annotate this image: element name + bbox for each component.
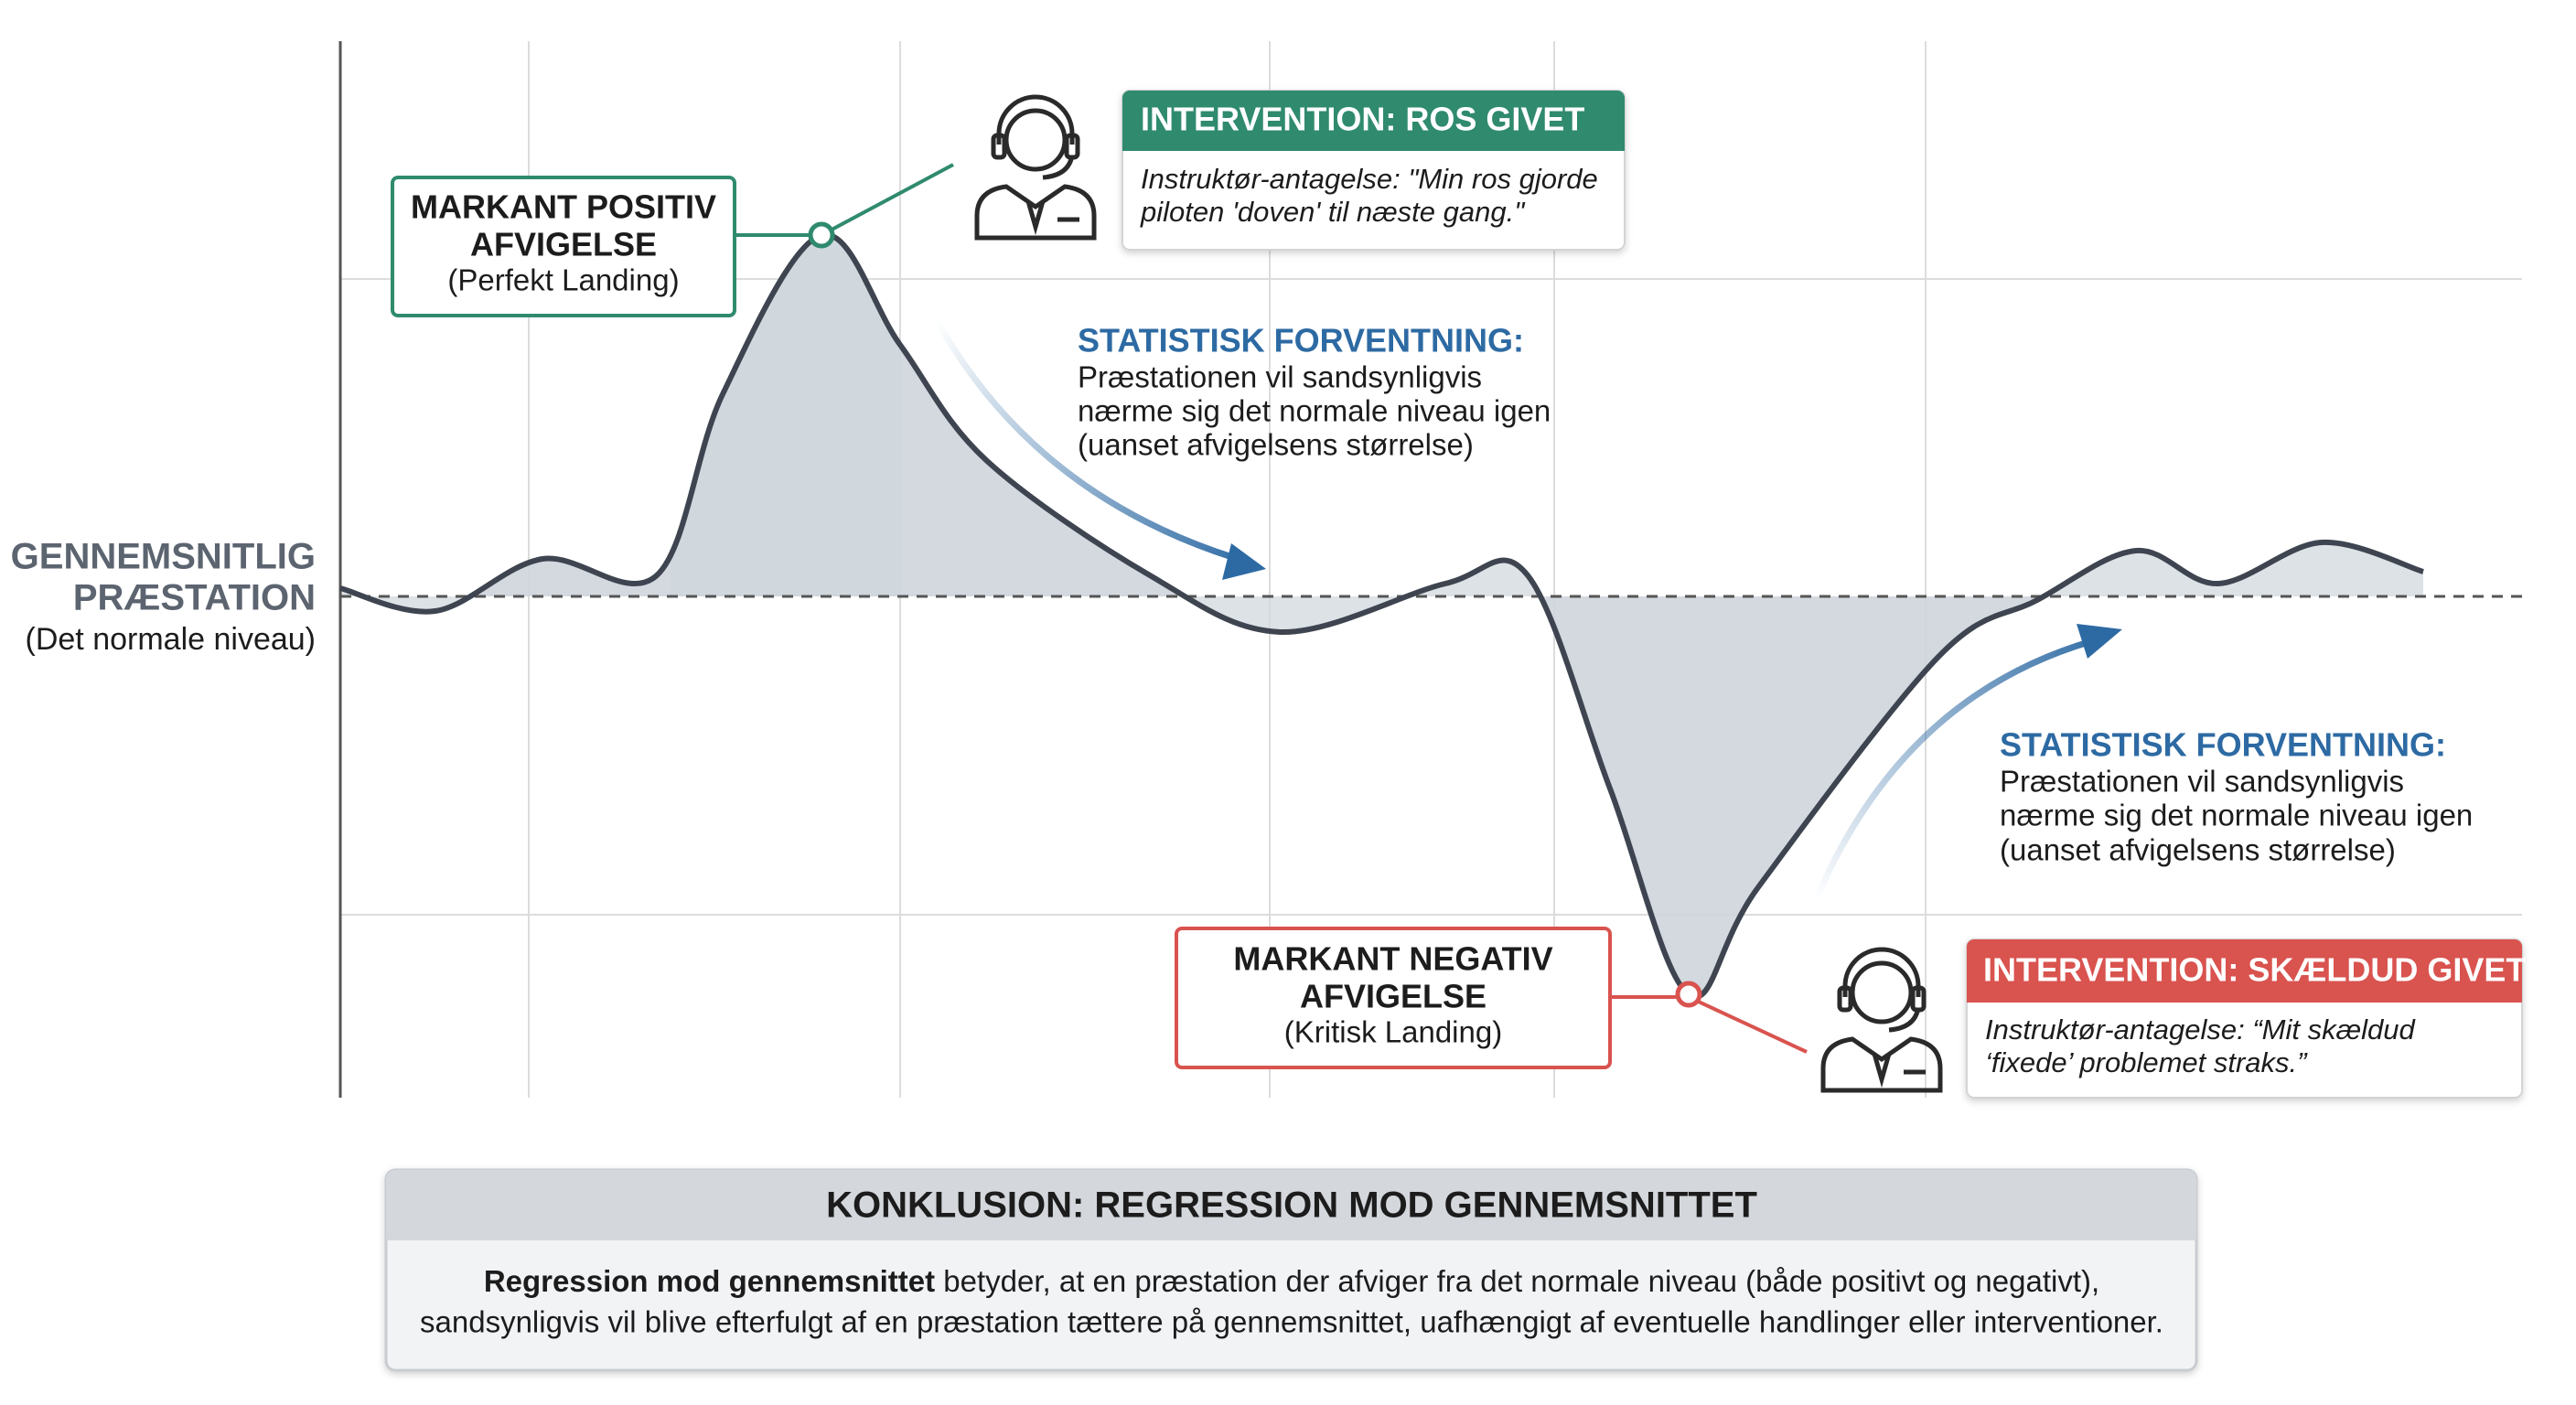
positive-box [391, 176, 736, 317]
intervention-text: Instruktør-antagelse: "Min ros gjorde [1141, 163, 1598, 195]
expectation-title: STATISTISK FORVENTNING: [2000, 726, 2446, 764]
arrow-head [1222, 543, 1266, 580]
conclusion-header [386, 1170, 2196, 1240]
box-note: (Perfekt Landing) [447, 263, 679, 297]
expectation-title: STATISTISK FORVENTNING: [1078, 322, 1524, 359]
intervention-header [1122, 91, 1625, 151]
box-note: (Kritisk Landing) [1284, 1015, 1502, 1049]
instructor-icon [974, 94, 1097, 241]
intervention-title: INTERVENTION: SKÆLDUD GIVET [1983, 951, 2526, 989]
axis-label: GENNEMSNITLIG [11, 537, 316, 577]
peak-marker [808, 221, 835, 249]
expectation-text: Præstationen vil sandsynligvis [2000, 765, 2404, 799]
deviation-areas [340, 234, 2423, 997]
intervention-text: Instruktør-antagelse: “Mit skældud [1985, 1014, 2417, 1046]
expectation-text: nærme sig det normale niveau igen [1078, 394, 1551, 428]
intervention-text: ‘fixede’ problemet straks.” [1985, 1046, 2308, 1078]
box-title: MARKANT POSITIV [411, 188, 716, 226]
box-title: AFVIGELSE [470, 226, 657, 263]
conclusion-text: sandsynligvis vil blive efterfulgt af en… [420, 1305, 2163, 1339]
arrow [1812, 637, 2096, 902]
negative-box [1175, 927, 1612, 1069]
arrow-head [2077, 624, 2122, 659]
connector [1610, 995, 1808, 1054]
box-title: AFVIGELSE [1300, 978, 1487, 1015]
axis-label: PRÆSTATION [73, 578, 316, 618]
expectation-text: (uanset afvigelsens størrelse) [2000, 833, 2396, 867]
conclusion-lead: Regression mod gennemsnittet [484, 1264, 935, 1298]
box-title: MARKANT NEGATIV [1233, 940, 1552, 978]
intervention-text: piloten 'doven' til næste gang." [1140, 196, 1526, 228]
instructor-icon [1820, 947, 1943, 1093]
performance-curve [339, 231, 2424, 1000]
intervention-title: INTERVENTION: ROS GIVET [1141, 101, 1584, 138]
expectation-text: nærme sig det normale niveau igen [2000, 799, 2473, 832]
intervention-header [1967, 939, 2522, 1003]
conclusion-title: KONKLUSION: REGRESSION MOD GENNEMSNITTET [826, 1185, 1757, 1226]
trough-marker [1675, 981, 1702, 1008]
axis-note: (Det normale niveau) [26, 622, 316, 657]
expectation-text: Præstationen vil sandsynligvis [1078, 360, 1482, 394]
connector [735, 163, 954, 237]
conclusion-text: Regression mod gennemsnittet betyder, at… [484, 1264, 2099, 1298]
arrow [933, 318, 1237, 562]
expectation-text: (uanset afvigelsens størrelse) [1078, 428, 1474, 462]
conclusion-text-rest: betyder, at en præstation der afviger fr… [935, 1264, 2099, 1298]
